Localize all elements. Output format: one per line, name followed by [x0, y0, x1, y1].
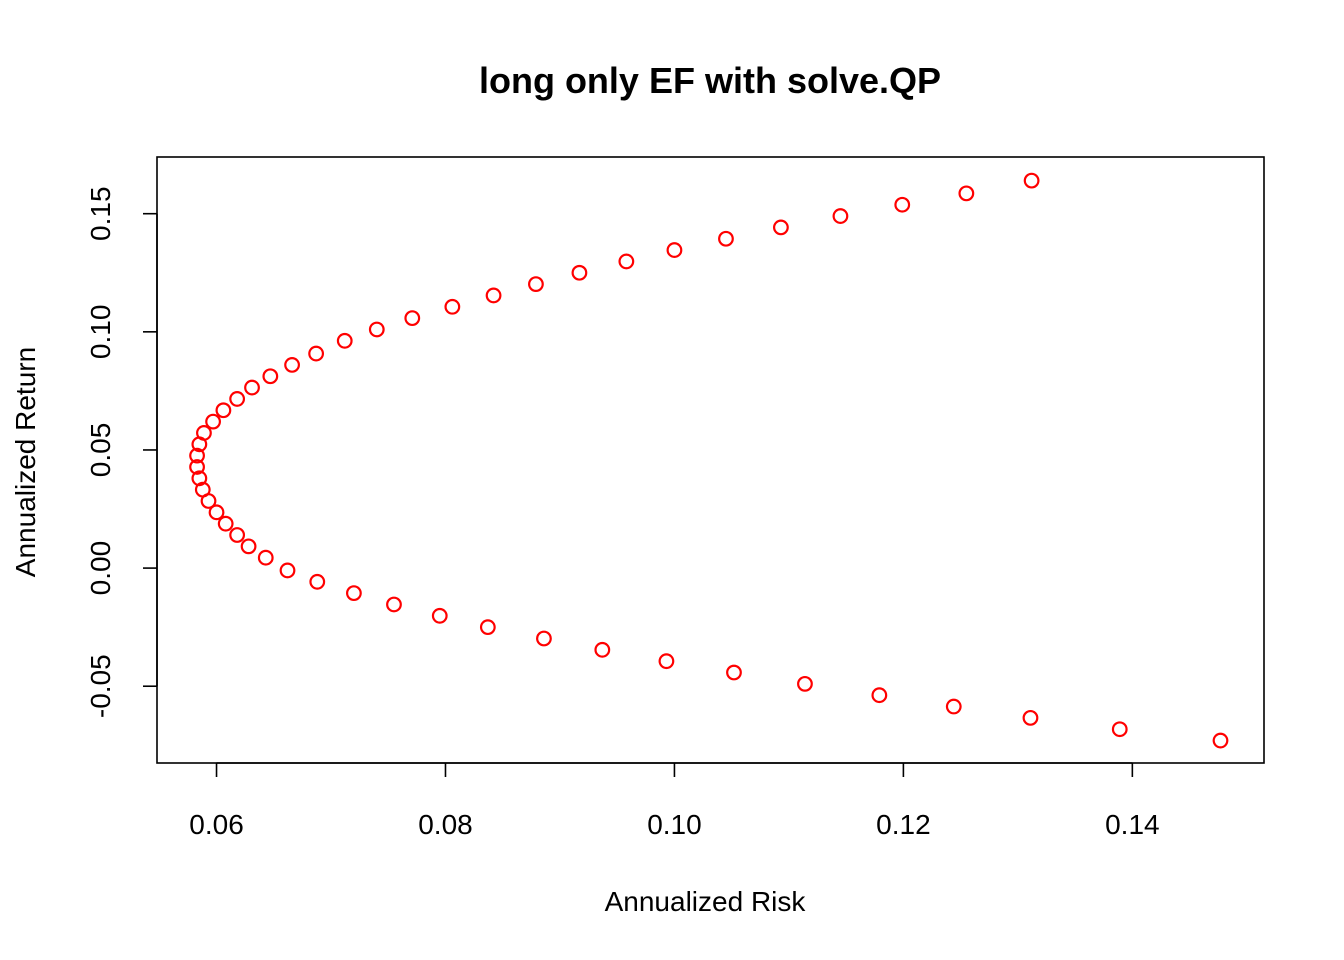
data-point	[945, 698, 962, 715]
data-point	[871, 687, 888, 704]
data-point	[262, 368, 279, 385]
data-point	[309, 573, 326, 590]
data-point	[208, 504, 225, 521]
x-tick-label: 0.06	[189, 809, 244, 840]
data-point	[1111, 721, 1128, 738]
data-point	[346, 585, 362, 602]
data-point	[368, 321, 385, 338]
x-tick-label: 0.12	[876, 809, 931, 840]
data-point	[444, 298, 461, 315]
data-point	[1212, 732, 1229, 749]
y-tick-label: -0.05	[85, 654, 116, 718]
data-point	[308, 345, 325, 362]
x-axis-label: Annualized Risk	[605, 886, 807, 917]
x-axis: 0.06 0.08 0.10 0.12 0.14	[189, 762, 1160, 840]
data-point	[404, 310, 421, 327]
data-point	[894, 196, 911, 213]
x-tick-label: 0.10	[647, 809, 702, 840]
plot-frame	[156, 156, 1265, 764]
data-point	[217, 515, 234, 532]
data-point	[832, 208, 849, 224]
y-axis: -0.05 0.00 0.05 0.10 0.15	[85, 186, 158, 718]
data-point	[726, 664, 742, 681]
data-point	[196, 425, 212, 441]
data-point	[958, 185, 975, 202]
y-tick-label: 0.15	[85, 186, 116, 241]
data-point	[229, 527, 246, 543]
y-axis-label: Annualized Return	[10, 347, 41, 577]
data-point	[386, 596, 402, 613]
data-point	[536, 630, 552, 647]
data-point	[658, 653, 675, 670]
data-point	[618, 253, 635, 270]
data-point	[191, 470, 208, 487]
data-point	[797, 675, 813, 692]
data-point	[773, 219, 789, 236]
data-point	[336, 332, 353, 349]
data-point	[194, 481, 211, 498]
data-point	[240, 538, 257, 555]
data-point	[718, 230, 734, 247]
y-tick-label: 0.10	[85, 305, 116, 360]
data-points	[189, 172, 1229, 749]
data-point	[279, 562, 296, 579]
x-tick-label: 0.08	[418, 809, 473, 840]
data-point	[229, 391, 246, 407]
chart-title: long only EF with solve.QP	[479, 60, 941, 101]
data-point	[257, 549, 274, 566]
data-point	[666, 242, 683, 258]
x-tick-label: 0.14	[1105, 809, 1160, 840]
data-point	[479, 619, 496, 636]
y-tick-label: 0.00	[85, 541, 116, 596]
data-point	[189, 459, 205, 475]
data-point	[431, 607, 448, 624]
y-tick-label: 0.05	[85, 423, 116, 478]
data-point	[571, 264, 588, 281]
data-point	[205, 413, 221, 430]
data-point	[594, 641, 611, 658]
data-point	[1023, 172, 1040, 189]
data-point	[244, 379, 260, 396]
data-point	[528, 276, 544, 293]
data-point	[215, 402, 232, 419]
data-point	[1022, 709, 1039, 726]
data-point	[485, 287, 502, 304]
data-point	[284, 357, 300, 373]
data-point	[189, 447, 205, 464]
